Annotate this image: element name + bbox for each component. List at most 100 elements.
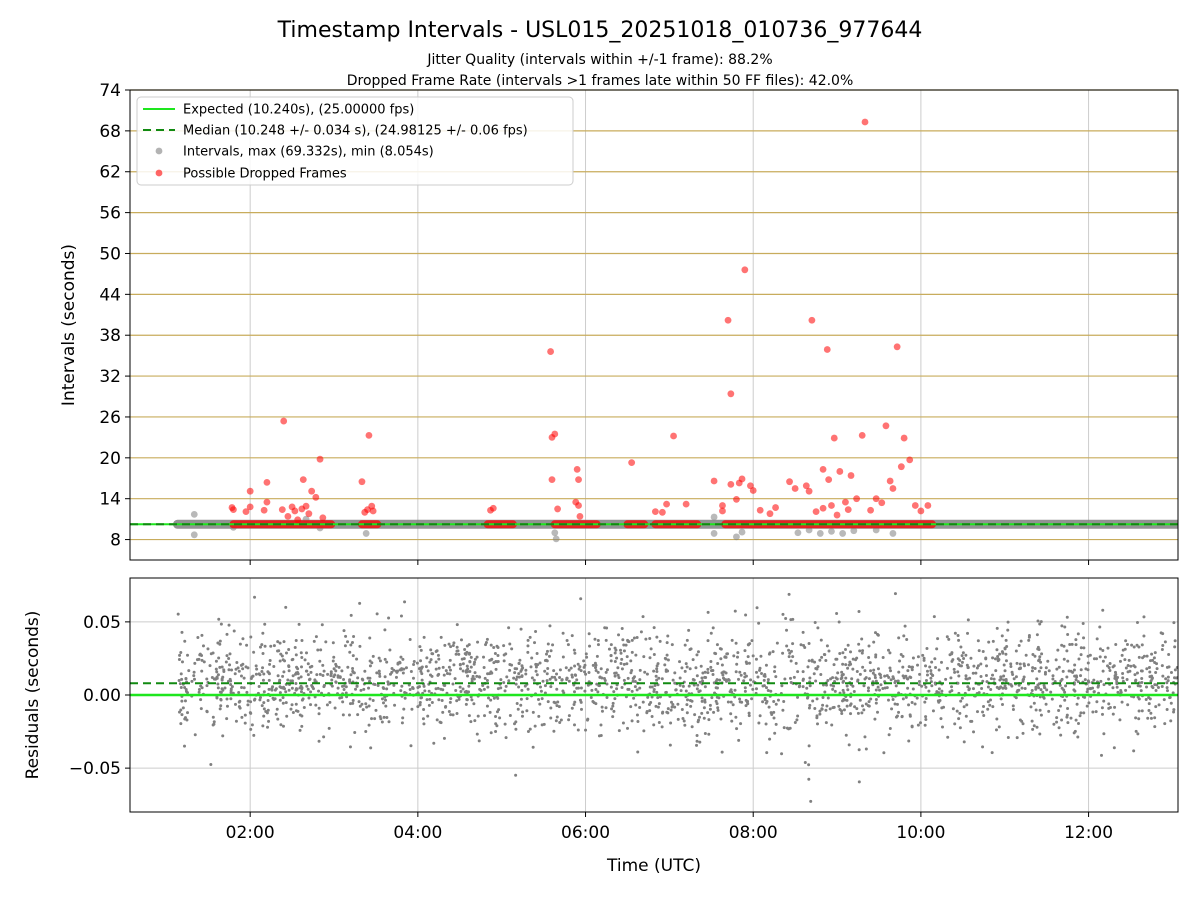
residual-point <box>905 637 909 641</box>
residual-point <box>981 679 985 683</box>
dropped-frame-point <box>805 487 813 495</box>
residual-point <box>228 677 232 681</box>
residual-point <box>788 676 792 680</box>
residual-point <box>841 688 845 692</box>
residual-point <box>902 634 906 638</box>
residual-point <box>502 644 506 648</box>
residual-point <box>971 687 975 691</box>
interval-point <box>362 530 370 537</box>
residual-point <box>964 653 968 657</box>
residual-point <box>597 684 601 688</box>
residual-point <box>594 668 598 672</box>
residual-point <box>940 689 944 693</box>
residual-point <box>904 695 908 699</box>
residual-point <box>700 711 704 715</box>
residual-point <box>744 698 748 702</box>
residual-point <box>1037 658 1041 662</box>
residual-point <box>350 640 354 644</box>
residual-point <box>346 640 350 644</box>
residual-point <box>531 710 535 714</box>
residual-point <box>832 663 836 667</box>
residual-point <box>1120 700 1124 704</box>
residual-point <box>1108 661 1112 665</box>
dropped-frame-point <box>365 431 373 439</box>
residual-point <box>1037 669 1041 673</box>
residual-point <box>385 687 389 691</box>
interval-point <box>794 529 802 537</box>
residual-point <box>418 645 422 649</box>
residual-point <box>279 723 283 727</box>
residual-point <box>1062 644 1066 648</box>
residual-point <box>543 669 547 673</box>
residual-point <box>386 680 390 684</box>
residual-point <box>579 707 583 711</box>
residual-point <box>695 653 699 657</box>
residual-point <box>776 698 780 702</box>
residual-point <box>448 672 452 676</box>
residual-point <box>1075 702 1079 706</box>
residual-point <box>1169 701 1173 705</box>
residual-point <box>695 687 699 691</box>
residual-point <box>629 671 633 675</box>
residual-point <box>700 699 704 703</box>
residual-point <box>815 716 819 720</box>
residual-point <box>772 716 776 720</box>
residual-point <box>455 623 459 627</box>
residual-point <box>218 665 222 669</box>
residual-point <box>655 690 659 694</box>
residual-point <box>437 672 441 676</box>
residual-point <box>349 673 353 677</box>
residual-point <box>517 672 521 676</box>
y-tick-label: 50 <box>99 244 121 264</box>
residual-point <box>1123 658 1127 662</box>
legend-entry-label: Possible Dropped Frames <box>183 167 347 182</box>
residual-point <box>722 670 726 674</box>
residual-point <box>961 651 965 655</box>
residual-point <box>768 737 772 741</box>
residual-point <box>816 665 820 669</box>
residual-point <box>179 708 183 712</box>
residual-point <box>1023 686 1027 690</box>
residual-point <box>420 665 424 669</box>
residual-point <box>1124 666 1128 670</box>
residual-point <box>363 669 367 673</box>
residual-point <box>533 641 537 645</box>
residual-point <box>186 653 190 657</box>
residual-point <box>314 703 318 707</box>
residual-point <box>229 682 233 686</box>
residual-point <box>418 703 422 707</box>
residual-point <box>994 728 998 732</box>
residual-point <box>984 657 988 661</box>
residual-point <box>695 739 699 743</box>
residual-point <box>634 653 638 657</box>
dropped-frame-point <box>828 502 835 509</box>
residual-point <box>924 715 928 719</box>
residual-point <box>282 640 286 644</box>
residual-point <box>461 669 465 673</box>
residual-point <box>895 702 899 706</box>
residual-point <box>555 687 559 691</box>
residual-point <box>687 684 691 688</box>
residual-point <box>613 674 617 678</box>
residual-point <box>380 720 384 724</box>
dropped-frame-point <box>819 504 827 512</box>
residual-point <box>723 677 727 681</box>
residual-point <box>806 695 810 699</box>
residual-point <box>321 663 325 667</box>
dropped-frame-point <box>547 348 554 355</box>
residual-point <box>477 739 481 743</box>
residual-point <box>318 672 322 676</box>
residual-point <box>862 684 866 688</box>
residual-point <box>380 697 384 701</box>
residual-point <box>284 605 288 609</box>
residual-point <box>1160 648 1164 652</box>
residual-point <box>300 638 304 642</box>
residual-point <box>322 683 326 687</box>
residual-point <box>572 648 576 652</box>
residual-point <box>248 711 252 715</box>
residual-point <box>341 700 345 704</box>
residual-point <box>706 639 710 643</box>
chart-title: Timestamp Intervals - USL015_20251018_01… <box>277 18 923 43</box>
residual-point <box>482 687 486 691</box>
residual-point <box>994 669 998 673</box>
